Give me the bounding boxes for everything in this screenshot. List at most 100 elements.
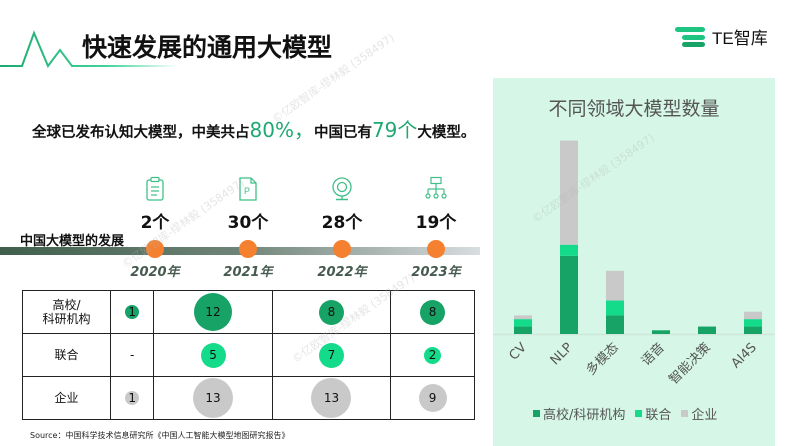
table-cell: 8 <box>390 290 475 334</box>
value-bubble: 12 <box>194 293 233 331</box>
value-bubble: 13 <box>311 378 352 418</box>
domain-chart-panel: 不同领域大模型数量 CV NLP 多模态 语音 智能决策 AI4S 高校/科研机构 联合 … <box>493 78 775 446</box>
legend-label: 高校/科研机构 <box>543 408 626 423</box>
table-cell: - <box>109 333 155 377</box>
x-tick-label: AI4S <box>729 340 760 371</box>
row-header: 联合 <box>22 333 111 377</box>
value-bubble: 13 <box>193 378 234 418</box>
bar-segment <box>652 330 670 334</box>
timeline-year-2020: 2个 2020年 <box>115 176 195 280</box>
table-row: 高校/科研机构 1 12 8 8 <box>22 290 475 334</box>
legend-swatch <box>681 410 689 417</box>
value-bubble: 1 <box>125 305 140 319</box>
x-tick-label: NLP <box>548 340 576 368</box>
table-cell: 13 <box>271 376 392 420</box>
bar-segment <box>560 140 578 245</box>
value-bubble: 1 <box>125 391 140 405</box>
table-cell: 1 <box>109 376 155 420</box>
table-cell: 9 <box>390 376 475 420</box>
x-tick-label: 智能决策 <box>666 340 714 388</box>
legend-item: 企业 <box>681 404 717 423</box>
document-p-icon: P <box>239 177 257 201</box>
timeline-dot <box>427 240 445 258</box>
row-header: 企业 <box>22 376 111 420</box>
table-cell: 5 <box>153 333 273 377</box>
institution-type-table: 高校/科研机构 1 12 8 8 联合 - 5 7 2 企业 1 13 13 9 <box>22 290 475 420</box>
year-count: 2个 <box>140 213 170 233</box>
year-count: 30个 <box>227 213 269 233</box>
bar-segment <box>606 315 624 334</box>
year-label: 2023年 <box>411 265 461 280</box>
x-tick-label: 语音 <box>638 340 668 370</box>
summary-comma: ， <box>293 118 314 142</box>
legend-item: 高校/科研机构 <box>533 404 625 423</box>
legend-swatch <box>533 410 540 417</box>
x-tick-label: 多模态 <box>583 340 622 379</box>
timeline-year-2021: P 30个 2021年 <box>208 176 288 280</box>
summary-text: 全球已发布认知大模型，中美共占80%，中国已有79个大模型。 <box>32 114 475 143</box>
summary-part4: 大模型。 <box>417 125 476 141</box>
year-label: 2020年 <box>130 265 180 280</box>
legend-swatch <box>635 410 643 417</box>
value-bubble: 2 <box>424 346 442 364</box>
table-row: 企业 1 13 13 9 <box>22 376 475 420</box>
timeline-dot <box>146 240 164 258</box>
summary-count: 79个 <box>371 118 418 142</box>
bar-segment <box>744 326 762 334</box>
legend-label: 企业 <box>691 408 718 423</box>
value-bubble: 8 <box>420 299 446 325</box>
row-header-line2: 科研机构 <box>42 312 91 326</box>
table-cell: 12 <box>153 290 273 334</box>
timeline-dot <box>333 240 351 258</box>
value-bubble: 9 <box>418 384 447 412</box>
table-cell: 7 <box>271 333 392 377</box>
summary-percent: 80% <box>249 118 294 142</box>
row-header-line1: 高校/ <box>52 298 81 312</box>
timeline-year-2023: 19个 2023年 <box>396 176 476 280</box>
legend-item: 联合 <box>635 404 671 423</box>
timeline-label: 中国大模型的发展 <box>20 234 125 249</box>
x-tick-label: CV <box>507 340 530 363</box>
bar-segment <box>514 326 532 334</box>
summary-part3: 中国已有 <box>313 125 372 141</box>
year-count: 28个 <box>321 213 363 233</box>
bar-segment <box>744 311 762 320</box>
timeline-dot <box>239 240 257 258</box>
bar-segment <box>698 326 716 334</box>
bar-segment <box>514 319 532 327</box>
clipboard-icon <box>146 176 164 201</box>
svg-text:P: P <box>244 186 250 196</box>
row-header: 高校/科研机构 <box>22 290 111 334</box>
table-row: 联合 - 5 7 2 <box>22 333 475 377</box>
table-cell: 1 <box>109 290 155 334</box>
bar-segment <box>560 255 578 334</box>
table-cell: 13 <box>153 376 273 420</box>
bar-segment <box>606 270 624 301</box>
value-bubble: 5 <box>200 342 226 368</box>
table-cell: 8 <box>271 290 392 334</box>
timeline-year-2022: 28个 2022年 <box>302 176 382 280</box>
bar-segment <box>560 244 578 256</box>
source-note: Source：中国科学技术信息研究所《中国人工智能大模型地图研究报告》 <box>30 431 290 440</box>
table-cell: 2 <box>390 333 475 377</box>
bar-segment <box>514 315 532 320</box>
webcam-icon <box>332 177 352 201</box>
value-bubble: 7 <box>318 342 344 368</box>
summary-part1: 全球已发布认知大模型，中美共占 <box>32 125 250 141</box>
chart-legend: 高校/科研机构 联合 企业 <box>533 404 717 423</box>
org-chart-icon <box>425 176 447 199</box>
chart-title: 不同领域大模型数量 <box>548 98 720 120</box>
logo-text: TE智库 <box>712 29 768 48</box>
value-bubble: 8 <box>318 299 344 325</box>
bar-segment <box>606 300 624 316</box>
logo-bars-icon <box>675 26 705 47</box>
pulse-line-decoration <box>0 30 178 68</box>
bar-segment <box>744 319 762 327</box>
legend-label: 联合 <box>645 408 672 423</box>
year-label: 2021年 <box>223 265 273 280</box>
year-count: 19个 <box>415 213 457 233</box>
value-bubble: - <box>129 348 135 362</box>
year-label: 2022年 <box>317 265 367 280</box>
brand-logo: TE智库 <box>675 24 768 49</box>
